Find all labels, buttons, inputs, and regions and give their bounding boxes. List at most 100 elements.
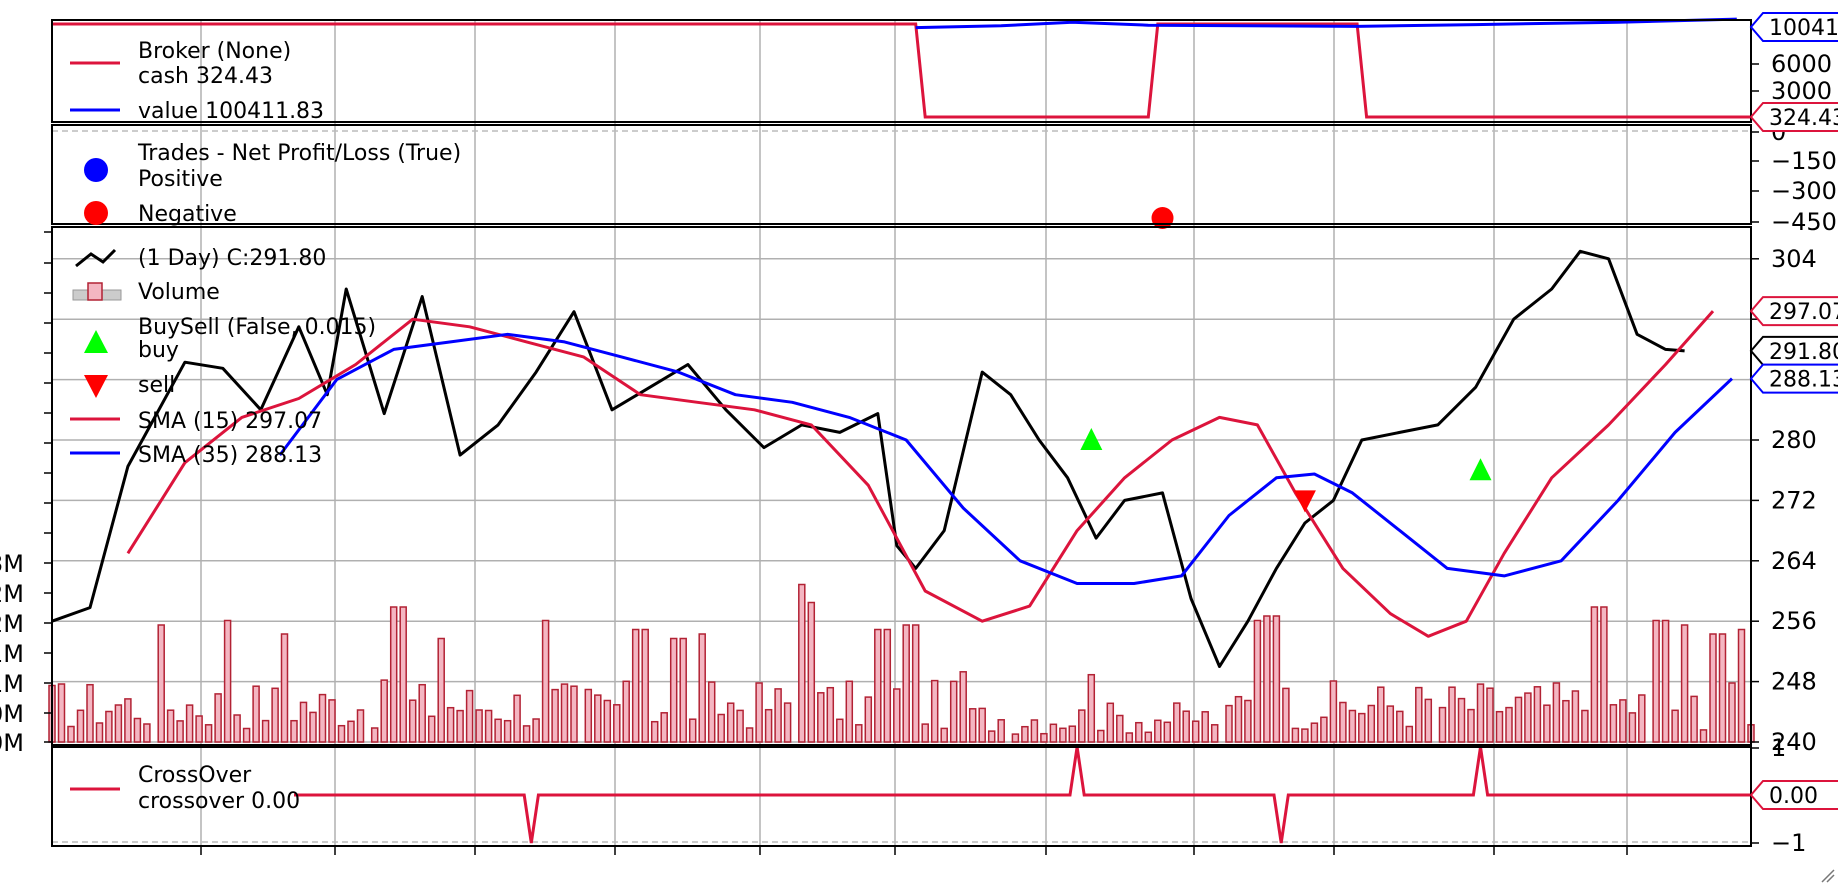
- volume-bar: [67, 725, 75, 743]
- volume-bar: [522, 725, 531, 743]
- volume-ytick: 2M: [0, 580, 24, 608]
- broker-ytick: 6000: [1771, 50, 1832, 78]
- volume-bar: [764, 708, 773, 743]
- volume-bar: [551, 688, 559, 743]
- volume-bar: [930, 679, 939, 743]
- legend-negative-marker: [84, 201, 108, 225]
- trades-legend-title: Trades - Net Profit/Loss (True): [137, 141, 461, 166]
- volume-bar: [1699, 729, 1708, 743]
- volume-bar: [318, 693, 327, 743]
- sma35-value-tag-box: [1749, 363, 1838, 394]
- price-legend-sell: sell: [138, 373, 175, 398]
- volume-bar: [997, 719, 1005, 743]
- panel-frame: [51, 226, 1752, 746]
- crossover-value-tag: 0.00: [1769, 784, 1818, 809]
- volume-bar: [650, 720, 659, 743]
- volume-bar: [783, 702, 792, 743]
- volume-bar: [475, 709, 483, 743]
- volume-bar: [1234, 695, 1243, 743]
- sma15-value-tag: 297.07: [1769, 300, 1838, 325]
- volume-bar: [594, 694, 602, 743]
- volume-bar: [826, 686, 835, 743]
- crossover-legend-value: crossover 0.00: [138, 789, 300, 814]
- volume-bar: [603, 699, 612, 743]
- volume-bar: [807, 601, 816, 743]
- volume-bar: [1097, 729, 1105, 743]
- volume-bar: [1609, 704, 1618, 743]
- crossover-legend: CrossOver crossover 0.00: [70, 763, 300, 814]
- panel-frame: [51, 19, 1752, 123]
- volume-bar: [176, 720, 184, 743]
- volume-bar: [1282, 687, 1290, 743]
- volume-bar: [380, 679, 388, 743]
- chart-markers: [1080, 207, 1492, 513]
- broker-legend-cash: cash 324.43: [138, 64, 273, 89]
- volume-bar: [959, 671, 967, 743]
- volume-bar: [1486, 687, 1494, 743]
- volume-ytick: 2M: [0, 610, 24, 638]
- volume-bar: [252, 685, 260, 743]
- volume-bar: [978, 707, 986, 743]
- volume-bar: [940, 727, 948, 743]
- volume-bar: [864, 696, 873, 743]
- resize-grip-icon[interactable]: [1821, 869, 1835, 883]
- volume-bars: [48, 583, 1755, 743]
- volume-bar: [1339, 701, 1347, 743]
- volume-bar: [503, 719, 512, 743]
- sell-marker: [1293, 490, 1316, 513]
- volume-bar: [1210, 724, 1219, 743]
- legend-sell-marker: [84, 375, 108, 398]
- volume-bar: [1415, 686, 1423, 743]
- volume-bar: [57, 683, 66, 743]
- volume-bar: [185, 704, 194, 743]
- volume-bar: [560, 683, 569, 743]
- volume-bar: [1291, 727, 1300, 743]
- broker-value-tag: 100411: [1769, 16, 1838, 41]
- volume-bar: [1552, 682, 1561, 743]
- price-legend-close: (1 Day) C:291.80: [138, 246, 326, 271]
- buy-marker: [1469, 458, 1492, 481]
- crossover-ytick: −1: [1771, 829, 1806, 857]
- volume-bar: [1144, 731, 1153, 743]
- volume-bar: [1106, 702, 1115, 743]
- price-ytick: 304: [1771, 245, 1817, 273]
- volume-bar: [911, 624, 920, 743]
- chart-lines: [51, 17, 1751, 844]
- value-tags: 100411 324.43 297.07 291.80 288.13 0.00: [1749, 12, 1838, 810]
- volume-bar: [1163, 721, 1172, 743]
- trades-ytick: −150: [1771, 147, 1837, 175]
- broker-legend-title: Broker (None): [138, 39, 291, 64]
- volume-bar: [456, 709, 464, 743]
- volume-bar: [1457, 697, 1466, 743]
- volume-bar: [1040, 732, 1048, 743]
- volume-bar: [1135, 721, 1143, 743]
- volume-bar: [1680, 624, 1689, 743]
- broker-legend-value: value 100411.83: [138, 99, 324, 124]
- volume-bar: [921, 723, 929, 743]
- volume-bar: [261, 719, 270, 743]
- volume-bar: [745, 727, 754, 743]
- volume-ytick: 3M: [0, 550, 24, 578]
- volume-bar: [1562, 699, 1570, 743]
- volume-bar: [1718, 633, 1727, 743]
- volume-bar: [337, 724, 346, 743]
- volume-bar: [1448, 686, 1456, 743]
- volume-bar: [726, 702, 735, 743]
- volume-bar: [347, 720, 355, 743]
- trades-legend: Trades - Net Profit/Loss (True) Positive…: [84, 141, 461, 227]
- volume-bar: [1377, 686, 1385, 743]
- volume-bar: [86, 683, 94, 743]
- volume-bar: [874, 628, 882, 743]
- trade-negative-marker: [1151, 207, 1174, 229]
- price-legend: (1 Day) C:291.80 Volume BuySell (False, …: [70, 246, 376, 468]
- volume-bar: [717, 713, 725, 743]
- price-legend-sma15: SMA (15) 297.07: [138, 409, 322, 434]
- volume-bar: [755, 682, 763, 743]
- volume-bar: [836, 718, 844, 743]
- volume-bar: [584, 688, 593, 743]
- volume-bar: [1661, 619, 1670, 743]
- volume-bar: [1571, 690, 1580, 743]
- volume-bar: [1201, 711, 1209, 743]
- volume-bar: [1728, 682, 1736, 743]
- volume-bar: [855, 724, 863, 743]
